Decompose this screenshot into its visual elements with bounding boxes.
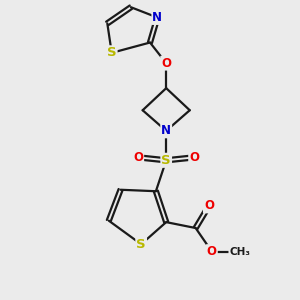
Text: O: O bbox=[161, 57, 171, 70]
Text: CH₃: CH₃ bbox=[229, 247, 250, 256]
Text: S: S bbox=[161, 154, 171, 167]
Text: O: O bbox=[204, 200, 214, 212]
Text: O: O bbox=[133, 151, 143, 164]
Text: N: N bbox=[161, 124, 171, 137]
Text: N: N bbox=[152, 11, 162, 24]
Text: O: O bbox=[189, 151, 199, 164]
Text: O: O bbox=[207, 245, 217, 258]
Text: S: S bbox=[107, 46, 116, 59]
Text: S: S bbox=[136, 238, 146, 251]
